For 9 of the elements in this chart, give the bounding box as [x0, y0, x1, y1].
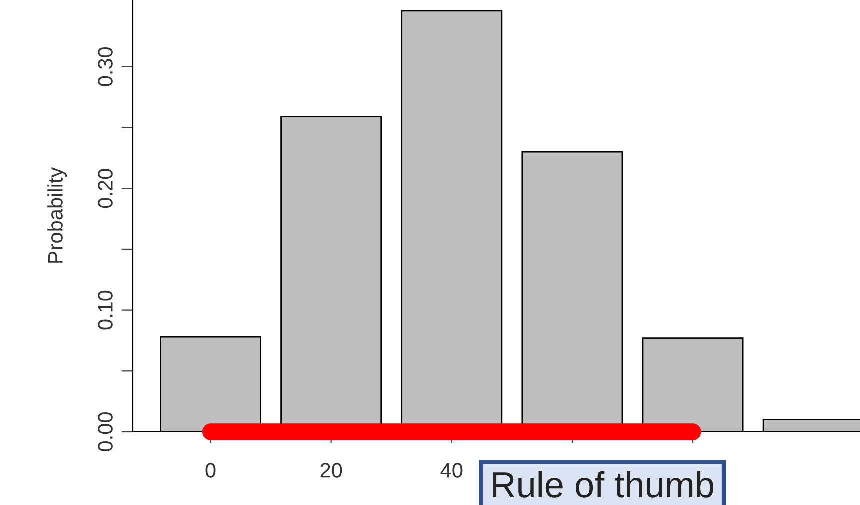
x-tick-label: 0 — [206, 463, 216, 478]
y-tick-label: 0.00 — [98, 412, 113, 452]
y-tick-label: 0.20 — [98, 169, 113, 208]
y-tick-label: 0.30 — [98, 47, 113, 86]
text: Rule of thumb — [493, 471, 714, 498]
x-tick-label: 20 — [320, 463, 342, 478]
y-axis-title: Probability — [48, 167, 68, 263]
x-tick-label: 40 — [440, 463, 463, 478]
y-tick-label: 0.10 — [98, 290, 113, 330]
